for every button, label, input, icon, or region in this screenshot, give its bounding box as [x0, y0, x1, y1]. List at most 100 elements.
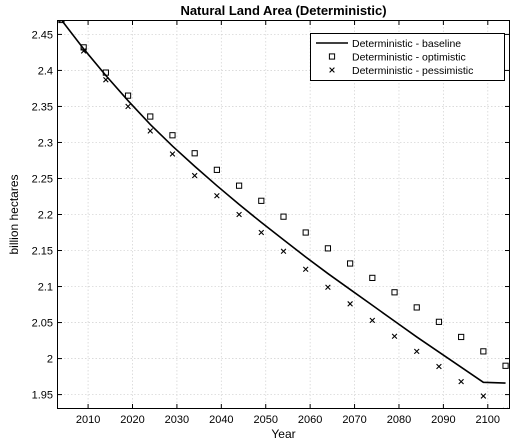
y-tick-label: 2.35 — [32, 101, 53, 113]
x-tick-label: 2050 — [253, 414, 277, 426]
marker-stroke — [58, 20, 63, 23]
pessimistic-point — [369, 317, 376, 324]
legend: Deterministic - baseline Deterministic - … — [310, 33, 505, 81]
optimistic-point — [124, 92, 132, 99]
series-square — [58, 20, 509, 369]
series-line — [60, 20, 506, 384]
legend-box — [310, 33, 505, 81]
optimistic-point — [435, 318, 443, 325]
legend-label: Deterministic - baseline — [352, 38, 461, 50]
marker-stroke — [60, 20, 65, 23]
plot-data — [58, 20, 509, 409]
pessimistic-point — [214, 192, 220, 199]
marker-stroke — [329, 67, 335, 73]
optimistic-point — [369, 274, 376, 281]
optimistic-point — [235, 182, 243, 189]
marker-stroke — [214, 192, 220, 199]
y-tick-label: 1.95 — [32, 390, 53, 402]
marker-stroke — [302, 266, 309, 273]
y-tick-label: 2.3 — [38, 137, 53, 149]
pessimistic-point — [391, 333, 398, 340]
y-tick-label: 2.1 — [38, 282, 53, 294]
y-axis-label: billion hectares — [7, 174, 21, 254]
x-tick-label: 2060 — [298, 414, 322, 426]
optimistic-point — [80, 44, 87, 51]
optimistic-point — [147, 113, 154, 120]
legend-label: Deterministic - pessimistic — [352, 65, 473, 77]
marker-stroke — [258, 229, 265, 236]
optimistic-point — [258, 197, 265, 204]
pessimistic-point — [169, 151, 176, 157]
y-tick-label: 2.15 — [32, 246, 53, 258]
x-tick-label: 2010 — [76, 414, 100, 426]
pessimistic-point — [58, 20, 65, 23]
optimistic-point — [280, 213, 287, 220]
optimistic-point — [391, 289, 398, 296]
marker-stroke — [80, 48, 87, 54]
x-tick-label: 2040 — [209, 414, 233, 426]
pessimistic-point — [147, 128, 154, 134]
legend-x-icon — [329, 67, 335, 73]
pessimistic-point — [258, 229, 265, 236]
marker-stroke — [147, 128, 154, 134]
legend-label: Deterministic - optimistic — [352, 52, 466, 64]
y-tick-label: 2 — [47, 354, 53, 366]
optimistic-point — [302, 229, 309, 236]
optimistic-point — [502, 362, 509, 369]
marker-stroke — [458, 378, 464, 385]
optimistic-point — [58, 20, 65, 24]
pessimistic-point — [236, 211, 242, 218]
y-tick-label: 2.05 — [32, 318, 53, 330]
optimistic-point — [458, 333, 465, 341]
y-tick-label: 2.45 — [32, 29, 53, 41]
optimistic-point — [213, 166, 220, 173]
legend-square-icon — [328, 53, 336, 60]
marker-stroke — [391, 333, 398, 340]
marker-stroke — [125, 103, 131, 110]
marker-stroke — [191, 172, 198, 179]
marker-stroke — [103, 77, 109, 83]
pessimistic-point — [280, 248, 287, 255]
legend-entry: Deterministic - optimistic — [328, 52, 466, 64]
y-tick-label: 2.2 — [38, 210, 53, 222]
pessimistic-point — [302, 266, 309, 273]
x-tick-label: 2100 — [476, 414, 500, 426]
marker-stroke — [325, 284, 331, 291]
pessimistic-point — [191, 172, 198, 179]
optimistic-point — [191, 150, 198, 157]
plot-area — [58, 20, 509, 409]
pessimistic-point — [436, 363, 442, 370]
pessimistic-point — [325, 284, 331, 291]
y-tick-label: 2.4 — [38, 65, 53, 77]
legend-entry: Deterministic - baseline — [316, 38, 461, 50]
marker-stroke — [169, 151, 176, 157]
marker-stroke — [436, 363, 442, 370]
pessimistic-point — [413, 348, 420, 355]
x-tick-label: 2080 — [387, 414, 411, 426]
optimistic-point — [324, 245, 332, 252]
optimistic-point — [480, 348, 487, 355]
y-tick-label: 2.25 — [32, 173, 53, 185]
pessimistic-point — [458, 378, 464, 385]
x-tick-label: 2070 — [342, 414, 366, 426]
pessimistic-point — [480, 393, 487, 399]
x-tick-label: 2020 — [120, 414, 144, 426]
legend-entry: Deterministic - pessimistic — [329, 65, 473, 77]
marker-stroke — [280, 248, 287, 255]
x-tick-label: 2030 — [165, 414, 189, 426]
optimistic-point — [102, 69, 109, 76]
pessimistic-point — [125, 103, 131, 110]
optimistic-point — [347, 260, 354, 267]
pessimistic-point — [80, 48, 87, 54]
x-axis-label: Year — [271, 427, 295, 441]
baseline-line — [60, 20, 506, 384]
marker-stroke — [369, 317, 376, 324]
optimistic-point — [413, 304, 420, 311]
marker-stroke — [413, 348, 420, 355]
optimistic-point — [169, 132, 176, 139]
marker-stroke — [347, 301, 353, 307]
marker-stroke — [480, 393, 487, 399]
marker-stroke — [236, 211, 242, 218]
chart-title: Natural Land Area (Deterministic) — [180, 3, 386, 18]
